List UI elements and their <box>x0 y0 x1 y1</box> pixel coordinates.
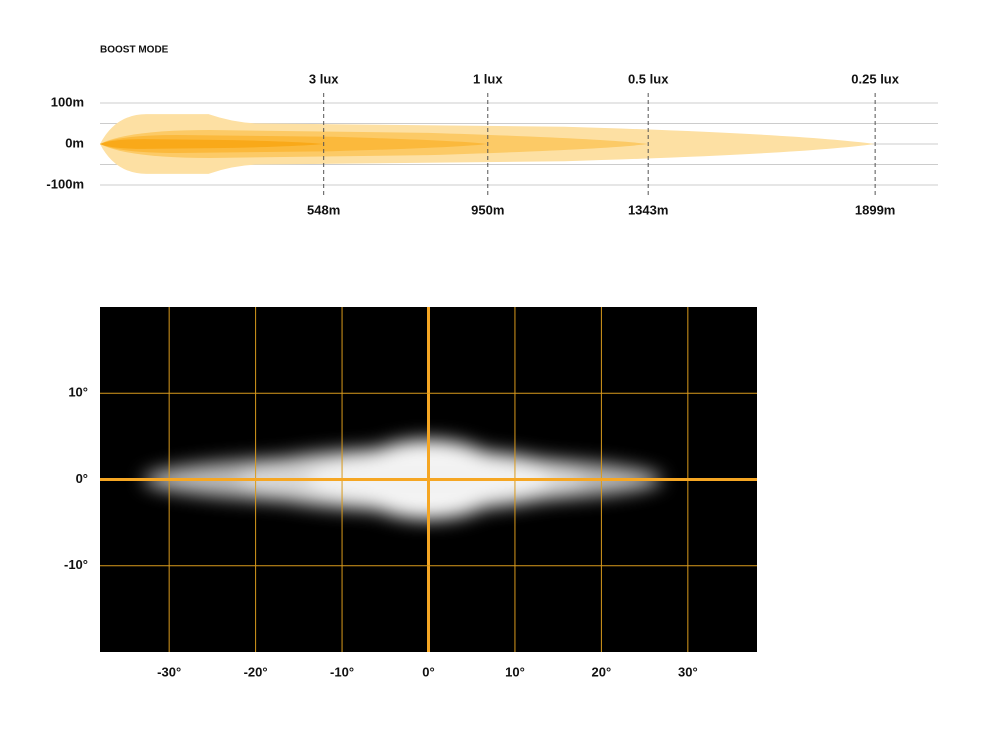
x-tick-label: 10° <box>505 664 525 679</box>
distance-label: 1343m <box>628 202 668 217</box>
lux-label: 3 lux <box>309 71 339 86</box>
distance-label: 548m <box>307 202 340 217</box>
x-tick-label: -20° <box>244 664 268 679</box>
distance-label: 950m <box>471 202 504 217</box>
lux-label: 0.5 lux <box>628 71 669 86</box>
x-tick-label: -30° <box>157 664 181 679</box>
distance-label: 1899m <box>855 202 895 217</box>
x-tick-label: -10° <box>330 664 354 679</box>
chart-title: BOOST MODE <box>100 45 169 56</box>
beam-zone <box>100 139 324 149</box>
lux-label: 0.25 lux <box>851 71 899 86</box>
x-tick-label: 0° <box>422 664 434 679</box>
y-tick-label: 100m <box>51 94 84 109</box>
x-tick-label: 20° <box>592 664 612 679</box>
y-tick-label: 0m <box>65 135 84 150</box>
y-tick-label: -100m <box>46 176 84 191</box>
x-tick-label: 30° <box>678 664 698 679</box>
lux-label: 1 lux <box>473 71 503 86</box>
y-tick-label: -10° <box>64 557 88 572</box>
y-tick-label: 10° <box>68 385 88 400</box>
y-tick-label: 0° <box>76 471 88 486</box>
